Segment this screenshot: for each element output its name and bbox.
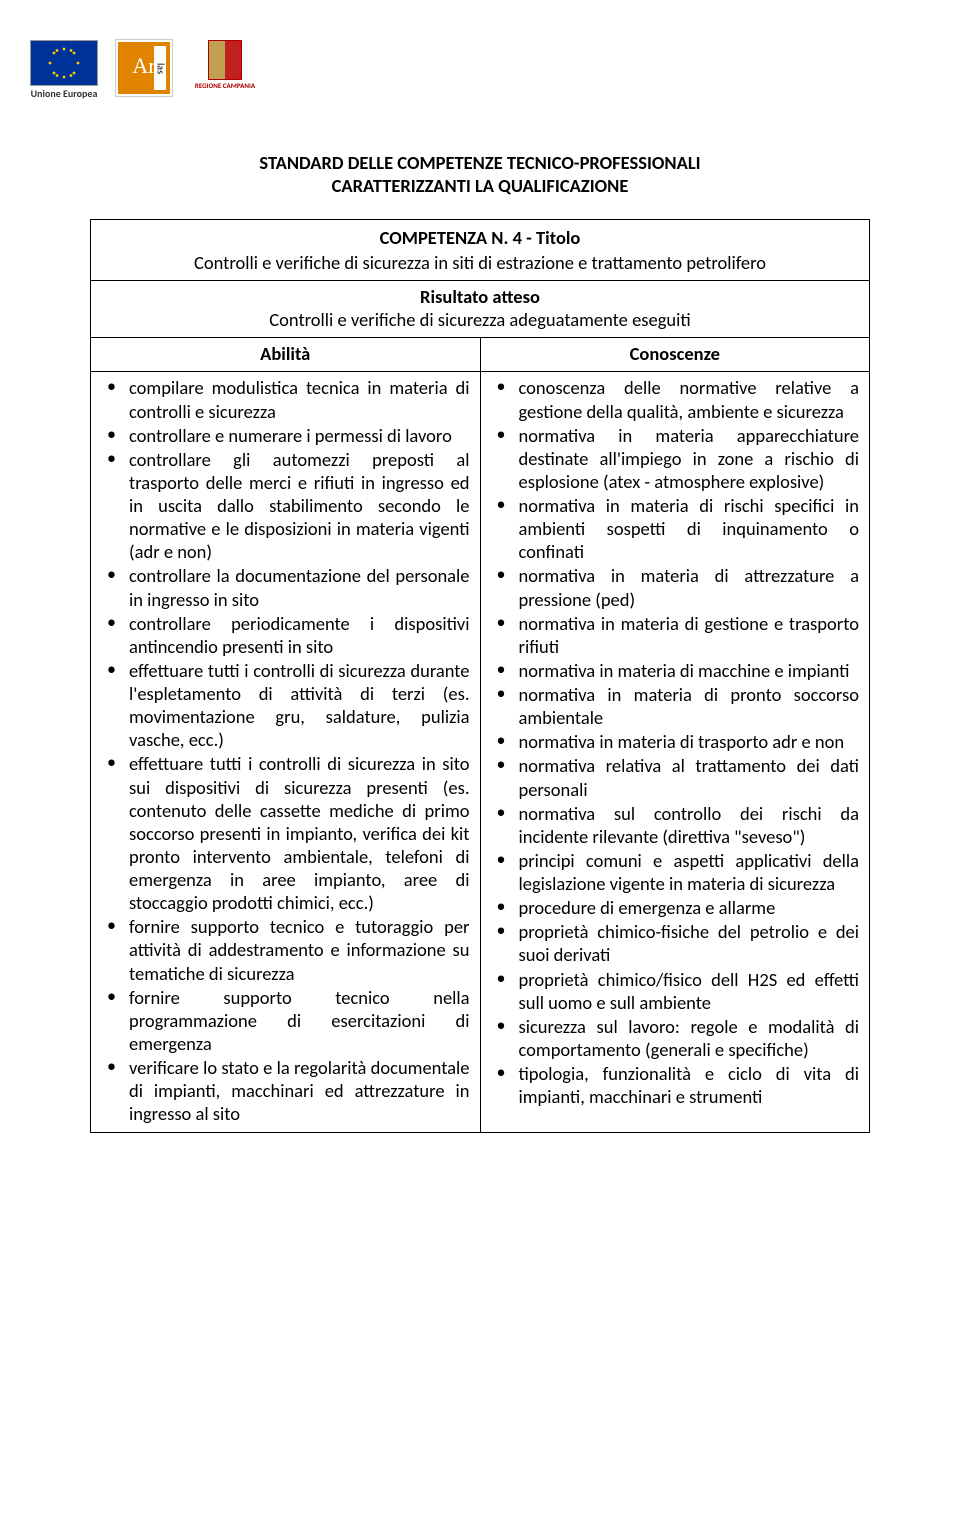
conoscenze-item: normativa sul controllo dei rischi da in… bbox=[519, 802, 860, 848]
abilita-item: effettuare tutti i controlli di sicurezz… bbox=[129, 659, 470, 752]
arlas-main-text: Ar bbox=[132, 52, 155, 80]
risultato-label: Risultato atteso bbox=[101, 285, 859, 308]
conoscenze-item: principi comuni e aspetti applicativi de… bbox=[519, 849, 860, 895]
conoscenze-item: normativa relativa al trattamento dei da… bbox=[519, 754, 860, 800]
col-head-abilita: Abilità bbox=[91, 338, 481, 372]
eu-logo: Unione Europea bbox=[30, 40, 98, 101]
eu-flag-icon bbox=[30, 40, 98, 86]
abilita-item: controllare e numerare i permessi di lav… bbox=[129, 424, 470, 447]
arlas-side-text: las bbox=[154, 46, 166, 90]
campania-shield-icon bbox=[208, 40, 242, 80]
conoscenze-cell: conoscenza delle normative relative a ge… bbox=[480, 372, 870, 1133]
conoscenze-item: normativa in materia di pronto soccorso … bbox=[519, 683, 860, 729]
risultato-text: Controlli e verifiche di sicurezza adegu… bbox=[101, 308, 859, 331]
abilita-item: compilare modulistica tecnica in materia… bbox=[129, 376, 470, 422]
abilita-item: controllare periodicamente i dispositivi… bbox=[129, 612, 470, 658]
risultato-cell: Risultato atteso Controlli e verifiche d… bbox=[91, 281, 870, 338]
page-title: STANDARD DELLE COMPETENZE TECNICO-PROFES… bbox=[90, 151, 870, 197]
page: Unione Europea Ar las REGIONE CAMPANIA S… bbox=[0, 0, 960, 1173]
campania-logo: REGIONE CAMPANIA bbox=[190, 40, 260, 96]
competence-number: COMPETENZA N. 4 - Titolo bbox=[101, 224, 859, 251]
eu-caption: Unione Europea bbox=[31, 88, 98, 101]
conoscenze-item: normativa in materia di gestione e trasp… bbox=[519, 612, 860, 658]
arlas-logo: Ar las bbox=[116, 40, 172, 96]
header-logos: Unione Europea Ar las REGIONE CAMPANIA bbox=[30, 40, 870, 101]
abilita-item: controllare gli automezzi preposti al tr… bbox=[129, 448, 470, 564]
abilita-item: fornire supporto tecnico e tutoraggio pe… bbox=[129, 915, 470, 984]
conoscenze-item: normativa in materia di trasporto adr e … bbox=[519, 730, 860, 753]
competence-subtitle: Controlli e verifiche di sicurezza in si… bbox=[101, 251, 859, 274]
conoscenze-item: normativa in materia apparecchiature des… bbox=[519, 424, 860, 493]
title-line1: STANDARD DELLE COMPETENZE TECNICO-PROFES… bbox=[90, 151, 870, 174]
conoscenze-item: normativa in materia di macchine e impia… bbox=[519, 659, 860, 682]
title-line2: CARATTERIZZANTI LA QUALIFICAZIONE bbox=[90, 174, 870, 197]
conoscenze-list: conoscenza delle normative relative a ge… bbox=[491, 376, 860, 1108]
abilita-list: compilare modulistica tecnica in materia… bbox=[101, 376, 470, 1125]
col-head-conoscenze: Conoscenze bbox=[480, 338, 870, 372]
campania-caption: REGIONE CAMPANIA bbox=[195, 82, 255, 91]
abilita-cell: compilare modulistica tecnica in materia… bbox=[91, 372, 481, 1133]
conoscenze-item: normativa in materia di rischi specifici… bbox=[519, 494, 860, 563]
conoscenze-item: procedure di emergenza e allarme bbox=[519, 896, 860, 919]
conoscenze-item: sicurezza sul lavoro: regole e modalità … bbox=[519, 1015, 860, 1061]
conoscenze-item: proprietà chimico-fisiche del petrolio e… bbox=[519, 920, 860, 966]
conoscenze-item: proprietà chimico/fisico dell H2S ed eff… bbox=[519, 968, 860, 1014]
conoscenze-item: tipologia, funzionalità e ciclo di vita … bbox=[519, 1062, 860, 1108]
abilita-item: controllare la documentazione del person… bbox=[129, 564, 470, 610]
conoscenze-item: normativa in materia di attrezzature a p… bbox=[519, 564, 860, 610]
abilita-item: fornire supporto tecnico nella programma… bbox=[129, 986, 470, 1055]
abilita-item: verificare lo stato e la regolarità docu… bbox=[129, 1056, 470, 1125]
abilita-item: effettuare tutti i controlli di sicurezz… bbox=[129, 752, 470, 914]
competence-table: COMPETENZA N. 4 - Titolo Controlli e ver… bbox=[90, 219, 870, 1134]
conoscenze-item: conoscenza delle normative relative a ge… bbox=[519, 376, 860, 422]
competence-header-cell: COMPETENZA N. 4 - Titolo Controlli e ver… bbox=[91, 219, 870, 280]
